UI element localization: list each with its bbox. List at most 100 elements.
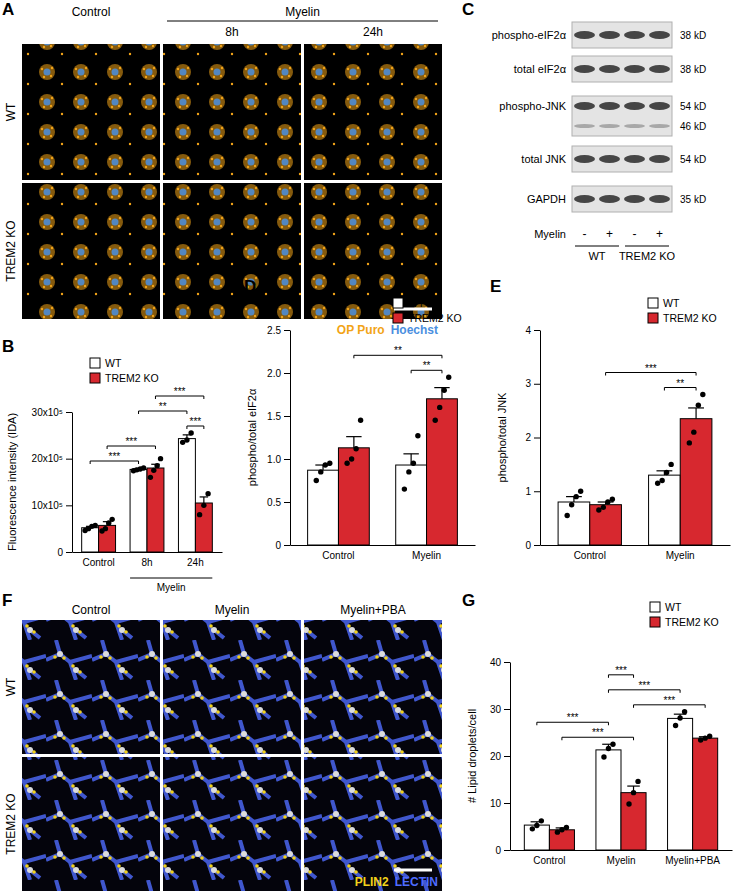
figure-container: AControlMyelin8h24hWTTREM2 KOHoechstOP P…	[0, 0, 740, 896]
legend: WTTREM2 KO	[90, 357, 159, 384]
micrograph	[304, 44, 442, 180]
data-point	[158, 456, 163, 461]
significance-label: ***	[125, 436, 137, 447]
y-tick-mark	[284, 459, 290, 460]
panel-letter: C	[462, 0, 474, 19]
data-point	[578, 489, 583, 494]
x-tick: Myelin	[607, 850, 636, 866]
data-point	[103, 526, 108, 531]
data-point	[184, 437, 189, 442]
blot-strip	[572, 96, 672, 136]
molecular-weight: 54 kD	[680, 154, 706, 165]
x-tick-label: Myelin+PBA	[665, 855, 720, 866]
data-point	[109, 517, 114, 522]
blot-band	[624, 65, 645, 73]
significance: ***	[608, 680, 680, 693]
y-axis-title: Fluorescence intensity (IDA)	[6, 413, 18, 551]
significance: ***	[562, 727, 634, 740]
y-tick-label: 1	[525, 486, 531, 497]
error-bar-cap	[200, 496, 208, 497]
bar	[195, 503, 212, 552]
y-tick-label: 0	[275, 540, 281, 551]
legend-swatch	[393, 298, 403, 308]
y-tick-label: 1.5	[267, 411, 281, 422]
y-axis: 01234	[525, 325, 540, 551]
blot-band	[599, 155, 620, 163]
significance-label: ***	[663, 695, 675, 706]
data-point	[327, 461, 332, 466]
error-bar-stem	[203, 497, 204, 503]
y-tick-label: 1.0	[267, 454, 281, 465]
panel-letter: G	[462, 591, 475, 610]
y-axis-line	[290, 331, 291, 546]
data-point	[446, 375, 451, 380]
x-tick-label: Control	[574, 550, 606, 561]
row-label: TREM2 KO	[4, 220, 18, 281]
data-point	[655, 480, 660, 485]
x-axis: ControlMyelinMyelin+PBA	[511, 850, 733, 866]
row-label: WT	[4, 102, 18, 121]
y-tick-label: 40	[490, 657, 502, 668]
significance: **	[664, 378, 696, 391]
blot-band	[574, 155, 595, 163]
column-group-label: Myelin	[285, 5, 320, 19]
y-axis-title: phospho/total eIF2α	[246, 388, 258, 486]
x-tick: Control	[82, 552, 114, 568]
data-point	[631, 790, 636, 795]
y-tick: 1.5	[267, 411, 290, 422]
column-label: Control	[72, 603, 111, 617]
y-tick-label: 30	[490, 704, 502, 715]
data-point	[606, 746, 611, 751]
data-point	[314, 478, 319, 483]
micrograph	[304, 620, 442, 754]
data-point	[93, 523, 98, 528]
blot-band	[649, 31, 670, 39]
data-point	[205, 491, 210, 496]
y-tick: 0	[275, 540, 290, 551]
data-point	[433, 418, 438, 423]
data-point	[601, 505, 606, 510]
error-bar-cap	[627, 785, 640, 786]
data-point	[700, 392, 705, 397]
category-group-line	[130, 578, 212, 579]
data-point	[605, 499, 610, 504]
y-tick: 0	[495, 845, 510, 856]
legend-swatch	[648, 313, 658, 323]
data-point	[601, 754, 606, 759]
blot-band	[574, 195, 595, 203]
legend-swatch	[648, 298, 658, 308]
micrograph	[163, 44, 301, 180]
data-point	[442, 388, 447, 393]
y-tick-label: 0.5	[267, 497, 281, 508]
error-bar-stem	[695, 408, 696, 419]
column-label: 8h	[225, 25, 238, 39]
x-tick-label: Myelin	[666, 550, 695, 561]
y-tick: 2	[525, 432, 540, 443]
y-tick-label: 0	[57, 547, 63, 558]
bar	[621, 793, 646, 850]
legend-label: WT	[408, 297, 425, 309]
error-bar-cap	[403, 453, 418, 454]
error-bar-cap	[346, 436, 361, 437]
legend-label: TREM2 KO	[665, 616, 719, 628]
significance: ***	[608, 665, 633, 678]
blot-band	[599, 31, 620, 39]
error-bar	[346, 437, 361, 448]
y-axis: 010203040	[490, 657, 511, 856]
blot-band	[599, 195, 620, 203]
legend: WTTREM2 KO	[393, 297, 462, 324]
legend-label: TREM2 KO	[663, 312, 717, 324]
plot-marks	[524, 709, 717, 850]
significance: **	[411, 360, 442, 373]
x-tick-label: 24h	[187, 557, 204, 568]
data-point	[673, 723, 678, 728]
molecular-weight: 46 kD	[680, 121, 706, 132]
significance-label: ***	[592, 727, 604, 738]
y-tick-mark	[534, 545, 540, 546]
y-tick-label: 10x10⁵	[32, 500, 63, 511]
y-tick-label: 4	[525, 325, 531, 336]
blot-band	[599, 102, 620, 110]
data-point	[148, 475, 153, 480]
blot-band	[649, 195, 670, 203]
bar	[82, 528, 99, 552]
